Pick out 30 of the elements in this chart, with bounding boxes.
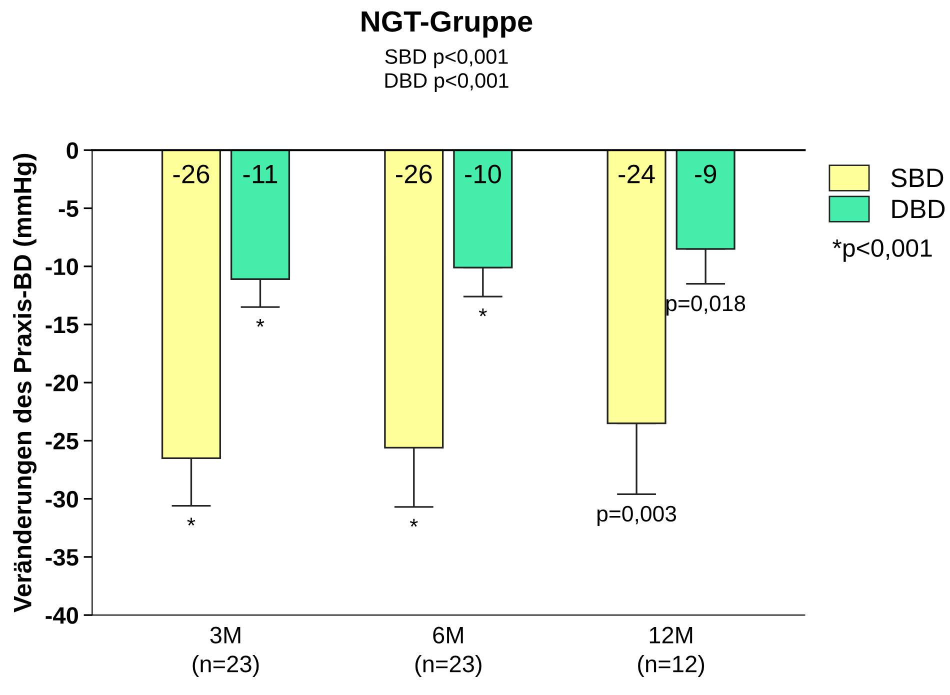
y-tick-label: -25 <box>46 432 78 450</box>
data-label: -10 <box>465 164 501 184</box>
x-tick-label: 12M (n=12) <box>638 626 704 678</box>
y-tick-label: 0 <box>66 142 78 159</box>
data-label: -26 <box>173 164 210 184</box>
x-tick-label: 6M (n=23) <box>415 626 482 678</box>
y-tick-label: -10 <box>46 258 78 276</box>
data-label: -11 <box>243 164 278 184</box>
data-label: -26 <box>396 164 432 184</box>
annotation: * <box>187 518 196 526</box>
annotation: * <box>410 518 418 527</box>
y-tick-label: -35 <box>46 549 78 566</box>
text: *p<0,001 <box>832 239 932 262</box>
chart-title: NGT-Gruppe <box>362 11 532 38</box>
y-tick-label: -5 <box>58 200 78 218</box>
y-tick-label: -40 <box>46 607 78 624</box>
legend-label: SBD <box>891 168 944 188</box>
annotation: p=0,003 <box>598 506 676 526</box>
y-tick-label: -20 <box>46 374 78 392</box>
annotation: * <box>256 318 264 327</box>
annotation: p=0,018 <box>666 295 746 316</box>
x-tick-label: 3M (n=23) <box>192 626 259 678</box>
y-tick-label: -15 <box>46 316 78 334</box>
chart-subtitle: SBD p<0,001 DBD p<0,001 <box>385 49 508 92</box>
legend-label: DBD <box>892 200 945 218</box>
data-label: -9 <box>695 164 716 184</box>
annotation: * <box>478 308 487 316</box>
y-tick-label: -30 <box>46 490 78 508</box>
y-axis-title: Veränderungen des Praxis-BD (mmHg) <box>13 154 36 612</box>
data-label: -24 <box>618 164 655 184</box>
